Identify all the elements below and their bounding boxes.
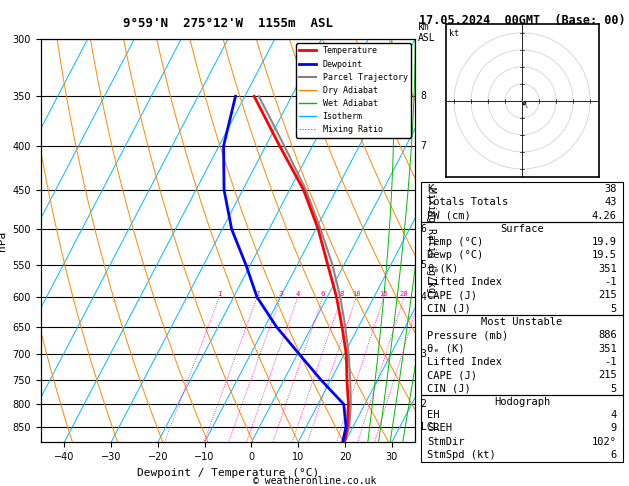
Text: 4: 4 <box>296 291 300 297</box>
Text: 2: 2 <box>421 399 426 409</box>
Text: 6: 6 <box>610 450 616 460</box>
Text: Lifted Index: Lifted Index <box>428 277 503 287</box>
Text: 9: 9 <box>610 423 616 434</box>
Text: Temp (°C): Temp (°C) <box>428 237 484 247</box>
Text: km
ASL: km ASL <box>418 22 436 43</box>
Text: 4.26: 4.26 <box>592 210 616 221</box>
Text: © weatheronline.co.uk: © weatheronline.co.uk <box>253 476 376 486</box>
Text: 6: 6 <box>421 224 426 234</box>
Text: 5: 5 <box>421 260 426 270</box>
Text: 215: 215 <box>598 290 616 300</box>
Text: CAPE (J): CAPE (J) <box>428 290 477 300</box>
Text: Totals Totals: Totals Totals <box>428 197 509 207</box>
Bar <box>421 315 623 395</box>
Text: CIN (J): CIN (J) <box>428 304 471 313</box>
Text: Hodograph: Hodograph <box>494 397 550 407</box>
Text: -1: -1 <box>604 357 616 367</box>
Bar <box>421 395 623 462</box>
Text: Most Unstable: Most Unstable <box>481 317 563 327</box>
Text: Lifted Index: Lifted Index <box>428 357 503 367</box>
Text: 15: 15 <box>380 291 388 297</box>
Text: StmDir: StmDir <box>428 437 465 447</box>
Text: θₑ (K): θₑ (K) <box>428 344 465 354</box>
Y-axis label: hPa: hPa <box>0 230 7 251</box>
Text: Dewp (°C): Dewp (°C) <box>428 250 484 260</box>
Text: SREH: SREH <box>428 423 452 434</box>
Text: -1: -1 <box>604 277 616 287</box>
Text: 4: 4 <box>610 410 616 420</box>
Text: 9°59'N  275°12'W  1155m  ASL: 9°59'N 275°12'W 1155m ASL <box>123 17 333 30</box>
Text: CIN (J): CIN (J) <box>428 383 471 394</box>
X-axis label: Dewpoint / Temperature (°C): Dewpoint / Temperature (°C) <box>137 468 319 478</box>
Text: Surface: Surface <box>500 224 544 234</box>
Text: 8: 8 <box>340 291 343 297</box>
Text: 3: 3 <box>421 349 426 360</box>
Text: 5: 5 <box>610 383 616 394</box>
Text: 17.05.2024  00GMT  (Base: 00): 17.05.2024 00GMT (Base: 00) <box>419 14 625 27</box>
Text: θₑ(K): θₑ(K) <box>428 264 459 274</box>
Text: kt: kt <box>449 29 459 38</box>
Text: 7: 7 <box>421 141 426 151</box>
Text: PW (cm): PW (cm) <box>428 210 471 221</box>
Text: 5: 5 <box>610 304 616 313</box>
Text: 2: 2 <box>255 291 259 297</box>
Text: 351: 351 <box>598 344 616 354</box>
Text: 20: 20 <box>400 291 408 297</box>
Text: StmSpd (kt): StmSpd (kt) <box>428 450 496 460</box>
Legend: Temperature, Dewpoint, Parcel Trajectory, Dry Adiabat, Wet Adiabat, Isotherm, Mi: Temperature, Dewpoint, Parcel Trajectory… <box>296 43 411 138</box>
Text: K: K <box>428 184 434 194</box>
Text: 19.9: 19.9 <box>592 237 616 247</box>
Text: CAPE (J): CAPE (J) <box>428 370 477 380</box>
Text: EH: EH <box>428 410 440 420</box>
Text: 4: 4 <box>421 292 426 302</box>
Text: Mixing Ratio (g/kg): Mixing Ratio (g/kg) <box>426 187 436 299</box>
Text: 6: 6 <box>321 291 325 297</box>
Text: 1: 1 <box>217 291 221 297</box>
Text: 19.5: 19.5 <box>592 250 616 260</box>
Bar <box>421 222 623 315</box>
Text: 215: 215 <box>598 370 616 380</box>
Text: LCL: LCL <box>421 422 438 432</box>
Text: 886: 886 <box>598 330 616 340</box>
Text: 10: 10 <box>352 291 360 297</box>
Text: 43: 43 <box>604 197 616 207</box>
Text: 351: 351 <box>598 264 616 274</box>
Text: 102°: 102° <box>592 437 616 447</box>
Text: 8: 8 <box>421 91 426 101</box>
Text: Pressure (mb): Pressure (mb) <box>428 330 509 340</box>
Text: 3: 3 <box>279 291 283 297</box>
Bar <box>421 182 623 222</box>
Text: 38: 38 <box>604 184 616 194</box>
